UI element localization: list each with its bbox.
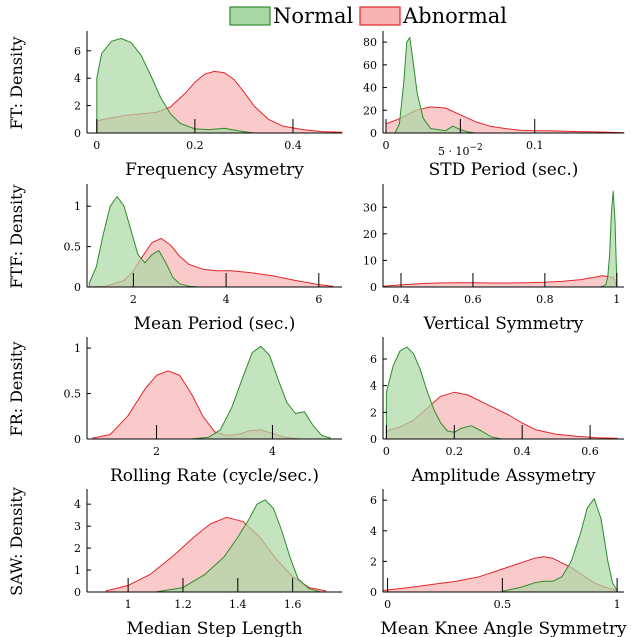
y-tick-label: 4 <box>370 525 377 538</box>
y-tick-label: 80 <box>363 36 377 49</box>
panel-3: 0 0.5 1 2 4 6 Mean Period (sec.) <box>64 184 342 334</box>
x-tick-label: 2 <box>130 293 137 306</box>
x-tick-label: 0.4 <box>284 139 302 152</box>
x-tick-label: 0.8 <box>536 293 554 306</box>
y-tick-label: 4 <box>74 72 81 85</box>
normal-density-area <box>96 38 255 134</box>
x-tick-label: 0.2 <box>186 139 204 152</box>
y-tick-label: 0 <box>74 127 81 140</box>
y-tick-label: 2 <box>370 406 377 419</box>
x-tick-label: 2 <box>153 445 160 458</box>
x-tick-label: 0 <box>383 445 390 458</box>
y-tick-label: 0 <box>370 586 377 599</box>
panel-8: 0 2 4 6 0 0.5 1 Mean Knee Angle Symmetry <box>370 489 627 637</box>
normal-density-area <box>88 196 199 288</box>
y-tick-label: 3 <box>74 520 81 533</box>
y-tick-label: 0 <box>74 586 81 599</box>
x-axis-label: Frequency Asymetry <box>125 160 304 180</box>
normal-density-area <box>501 498 618 593</box>
x-tick-label: 4 <box>269 445 276 458</box>
y-tick-label: 30 <box>363 201 377 214</box>
y-tick-label: 6 <box>370 353 377 366</box>
y-tick-label: 4 <box>74 498 81 511</box>
y-tick-label: 0 <box>370 281 377 294</box>
x-tick-label: 0 <box>384 598 391 611</box>
normal-density-area <box>598 190 618 288</box>
x-tick-label: 0.5 <box>494 598 512 611</box>
y-tick-label: 2 <box>370 555 377 568</box>
y-tick-label: 1 <box>74 564 81 577</box>
y-tick-label: 10 <box>363 254 377 267</box>
x-axis-label: Median Step Length <box>126 619 302 637</box>
panel-5: 0 0.5 1 2 4 Rolling Rate (cycle/sec.) <box>64 337 342 486</box>
x-axis-label: Vertical Symmetry <box>423 314 584 334</box>
row-labels: FT: Density FTF: Density FR: Density SAW: D… <box>7 36 26 595</box>
y-tick-label: 0.5 <box>64 241 82 254</box>
x-axis-label: Amplitude Assymetry <box>410 466 596 486</box>
y-tick-label: 2 <box>74 542 81 555</box>
x-tick-label: 0 <box>93 139 100 152</box>
x-tick-label: 6 <box>315 293 322 306</box>
normal-density-area <box>394 37 476 134</box>
panel-2: 0 20 40 60 80 0 0.1 5 · 10−2 STD Period (sec.) <box>363 31 625 180</box>
y-tick-label: 20 <box>363 228 377 241</box>
y-tick-label: 1 <box>74 200 81 213</box>
x-tick-label: 0.2 <box>446 445 464 458</box>
abnormal-density-area <box>382 275 618 288</box>
y-tick-label: 0.5 <box>64 388 82 401</box>
x-axis-label: Mean Knee Angle Symmetry <box>380 619 627 637</box>
x-tick-label: 0.6 <box>581 445 599 458</box>
y-tick-label: 60 <box>363 59 377 72</box>
x-axis-label: Mean Period (sec.) <box>134 314 296 334</box>
panel-6: 0 2 4 6 0 0.2 0.4 0.6 Amplitude Assymetry <box>370 337 624 486</box>
x-axis-label: Rolling Rate (cycle/sec.) <box>110 466 319 486</box>
x-tick-label: 1.4 <box>229 598 247 611</box>
x-tick-label: 1 <box>613 293 620 306</box>
normal-density-area <box>190 345 331 440</box>
x-tick-label: 0.1 <box>526 139 544 152</box>
row-label-1: FT: Density <box>7 36 26 129</box>
y-tick-label: 40 <box>363 82 377 95</box>
x-tick-label: 0 <box>382 139 389 152</box>
y-tick-label: 2 <box>74 100 81 113</box>
x-tick-label: 5 · 10−2 <box>438 143 483 158</box>
panel-1: 0 2 4 6 0 0.2 0.4 Frequency Asymetry <box>74 31 343 180</box>
y-tick-label: 1 <box>74 342 81 355</box>
x-tick-label: 0.6 <box>464 293 482 306</box>
panel-4: 0 10 20 30 0.4 0.6 0.8 1 Vertical Symmetry <box>363 184 624 334</box>
y-tick-label: 4 <box>370 380 377 393</box>
legend-normal-swatch <box>229 6 271 26</box>
y-tick-label: 20 <box>363 104 377 117</box>
y-tick-label: 6 <box>370 494 377 507</box>
x-tick-label: 1.2 <box>174 598 192 611</box>
row-label-3: FR: Density <box>7 341 26 436</box>
y-tick-label: 0 <box>370 127 377 140</box>
legend-normal-label: Normal <box>273 4 353 28</box>
x-tick-label: 0.4 <box>392 293 410 306</box>
x-tick-label: 0.4 <box>513 445 531 458</box>
legend-abnormal-label: Abnormal <box>402 4 507 28</box>
x-tick-label: 1 <box>614 598 621 611</box>
x-axis-label: STD Period (sec.) <box>429 160 579 180</box>
y-tick-label: 6 <box>74 45 81 58</box>
y-tick-label: 0 <box>74 281 81 294</box>
row-label-2: FTF: Density <box>7 184 26 288</box>
normal-density-area <box>385 346 503 440</box>
legend-abnormal-swatch <box>359 6 401 26</box>
y-tick-label: 0 <box>370 433 377 446</box>
x-tick-label: 4 <box>223 293 230 306</box>
legend: Normal Abnormal <box>229 4 507 28</box>
row-label-4: SAW: Density <box>7 487 26 596</box>
normal-density-area <box>155 499 321 593</box>
panel-7: 0 1 2 3 4 1 1.2 1.4 1.6 Median Step Length <box>74 489 342 637</box>
y-tick-label: 0 <box>74 433 81 446</box>
x-tick-label: 1 <box>125 598 132 611</box>
x-tick-label: 1.6 <box>284 598 302 611</box>
